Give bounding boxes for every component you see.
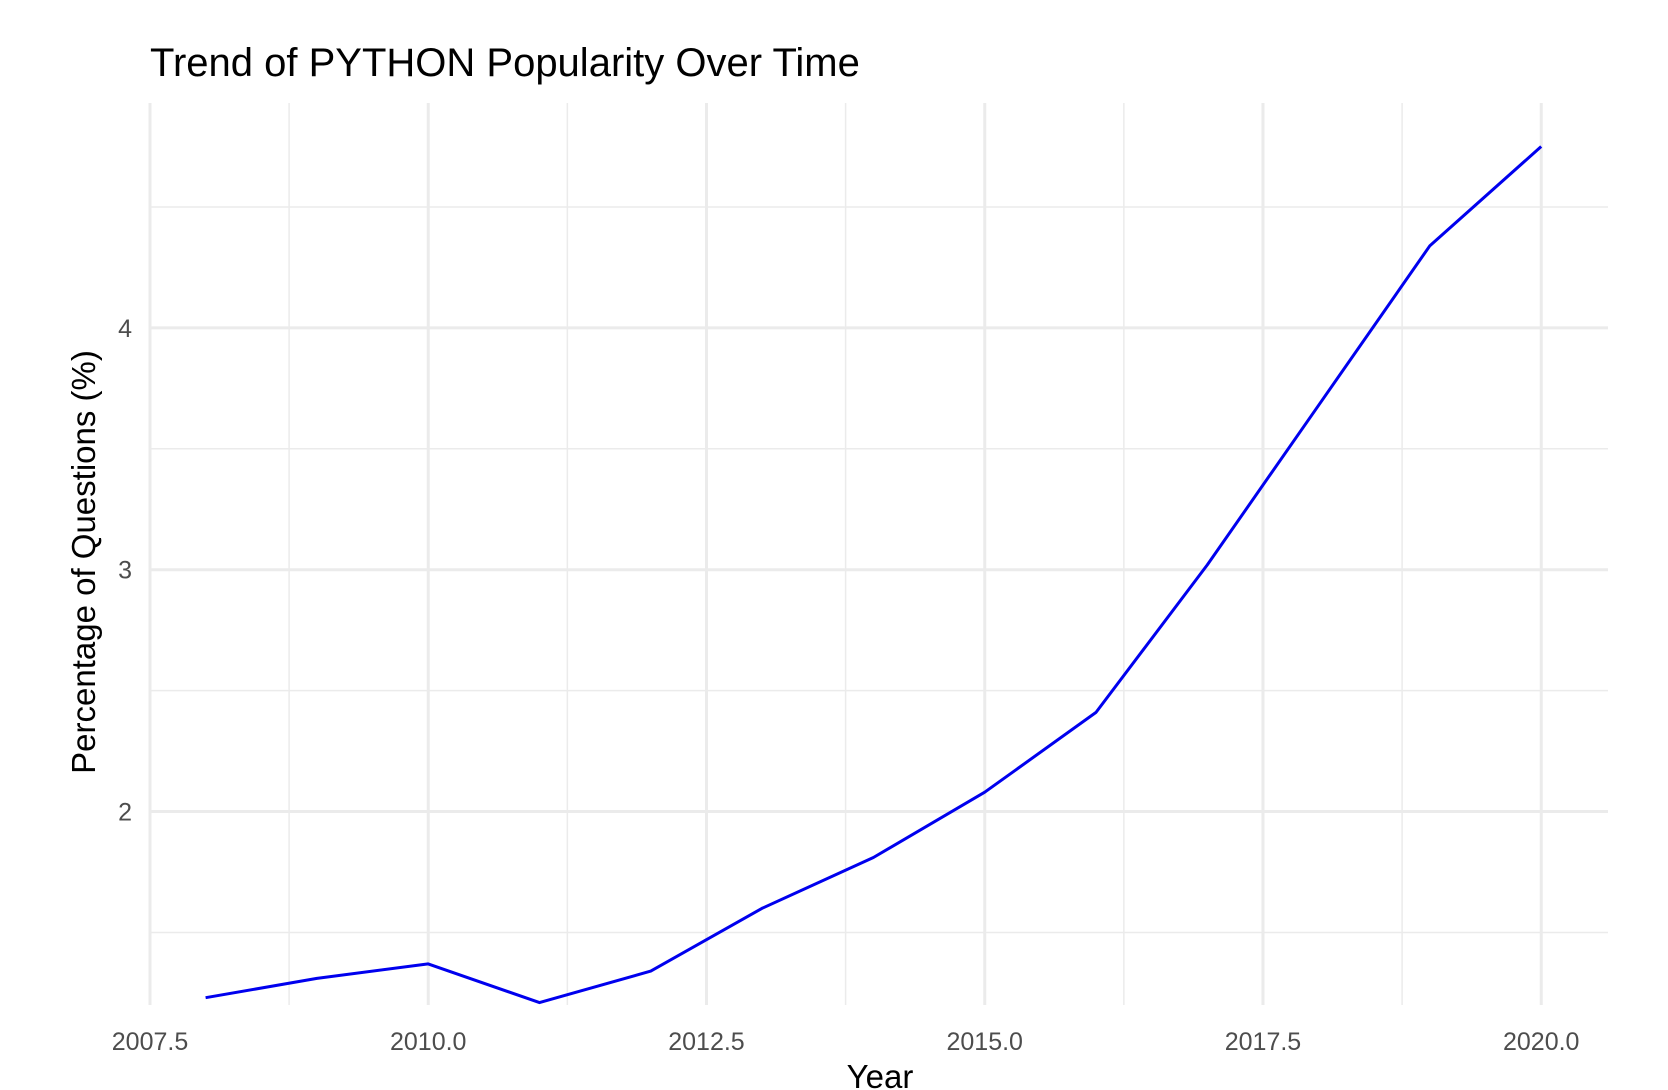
x-axis-title: Year [847,1058,914,1090]
x-tick-label: 2010.0 [390,1028,466,1056]
y-tick-label: 3 [118,557,132,585]
x-tick-labels: 2007.5 2010.0 2012.5 2015.0 2017.5 2020.0 [112,1028,1580,1056]
grid-lines [148,103,1608,1005]
y-tick-label: 4 [118,315,132,343]
chart-title: Trend of PYTHON Popularity Over Time [150,41,860,85]
y-axis-title: Percentage of Questions (%) [65,350,102,774]
x-tick-label: 2020.0 [1503,1028,1579,1056]
series-layer [205,145,1543,1005]
x-tick-label: 2007.5 [112,1028,188,1056]
series-line [205,145,1543,1005]
x-tick-label: 2012.5 [668,1028,744,1056]
y-tick-labels: 2 3 4 [118,315,132,827]
x-tick-label: 2015.0 [946,1028,1022,1056]
x-tick-label: 2017.5 [1225,1028,1301,1056]
y-tick-label: 2 [118,799,132,827]
